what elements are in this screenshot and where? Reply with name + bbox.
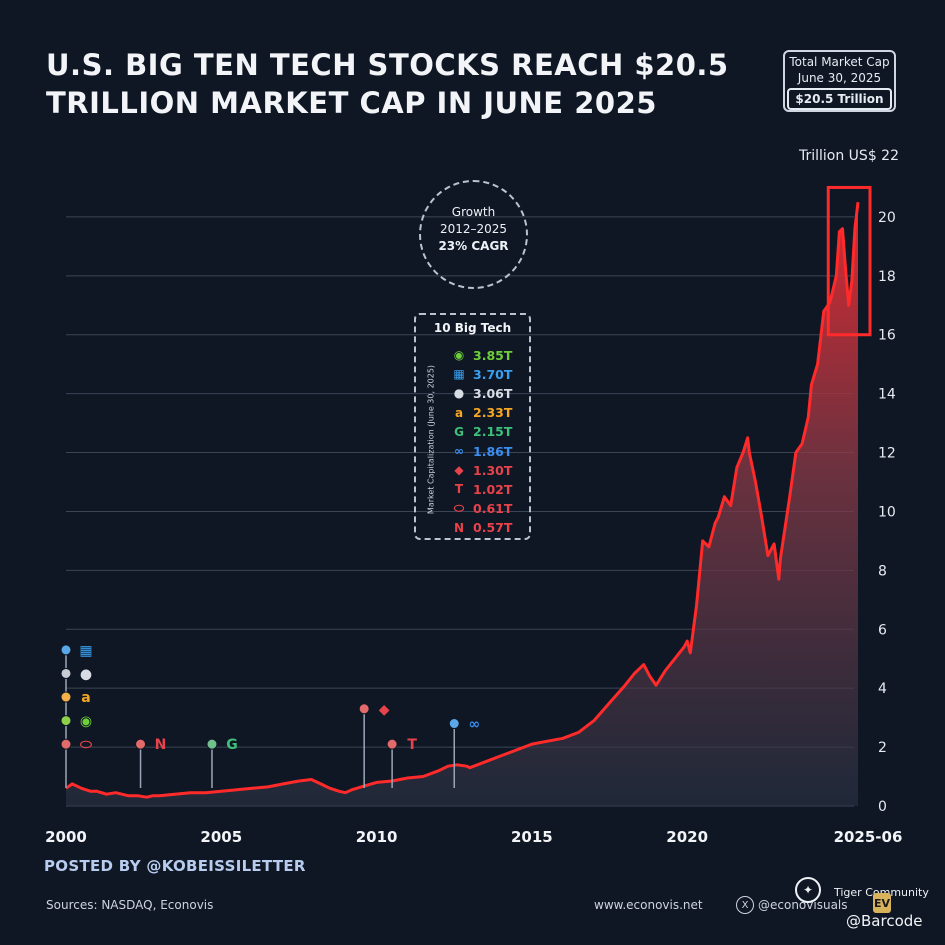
y-tick-label-12: 12: [878, 446, 896, 462]
legend-value-oracle: 0.61T: [473, 501, 513, 517]
market-cap-area: [66, 202, 858, 806]
meta-icon: ∞: [468, 717, 480, 733]
legend-value-netflix: 0.57T: [473, 520, 513, 536]
total-market-cap-box: Total Market Cap June 30, 2025 $20.5 Tri…: [783, 50, 896, 112]
entry-dot-microsoft: [60, 644, 72, 656]
oracle-icon: ⬭: [80, 737, 92, 753]
entry-dot-google: [206, 738, 218, 750]
y-tick-label-16: 16: [878, 328, 896, 344]
chart-title: U.S. BIG TEN TECH STOCKS REACH $20.5 TRI…: [46, 46, 746, 122]
legend-value-microsoft: 3.70T: [473, 366, 513, 382]
y-tick-label-18: 18: [878, 269, 896, 285]
amazon-icon: a: [454, 405, 464, 420]
total-market-cap-date: June 30, 2025: [797, 71, 882, 85]
nvidia-icon: ◉: [453, 348, 465, 362]
x-tick-label-2000: 2000: [45, 828, 87, 846]
meta-icon: ∞: [454, 444, 464, 458]
x-tick-label-2015: 2015: [511, 828, 553, 846]
legend-value-apple: 3.06T: [473, 385, 513, 401]
apple-icon: ●: [80, 666, 92, 682]
x-tick-label-2020: 2020: [666, 828, 708, 846]
econovis-logo: EV: [873, 893, 891, 913]
total-market-cap-value: $20.5 Trillion: [787, 88, 892, 110]
legend-value-tesla: 1.02T: [473, 481, 513, 497]
legend-value-google: 2.15T: [473, 424, 513, 440]
netflix-icon: N: [453, 520, 465, 535]
growth-cagr-annotation: Growth 2012–2025 23% CAGR: [419, 180, 528, 289]
entry-dot-broadcom: [358, 703, 370, 715]
y-tick-label-2: 2: [878, 740, 887, 756]
posted-by: POSTED BY @KOBEISSILETTER: [44, 857, 306, 875]
x-icon: X: [736, 896, 754, 914]
y-tick-label-14: 14: [878, 387, 896, 403]
legend-row-netflix: N 0.57T: [450, 518, 512, 538]
broadcom-icon: ◆: [454, 463, 464, 478]
legend-row-nvidia: ◉ 3.85T: [450, 345, 513, 365]
legend-value-broadcom: 1.30T: [473, 462, 513, 478]
y-tick-label-8: 8: [878, 563, 887, 579]
legend-title: 10 Big Tech: [433, 321, 512, 335]
oracle-icon: ⬭: [453, 501, 465, 516]
watermark-user: @Barcode: [846, 912, 923, 930]
entry-dot-oracle: [60, 738, 72, 750]
social-handle-text: @econovisuals: [758, 898, 848, 912]
entry-dot-amazon: [60, 691, 72, 703]
tesla-icon: T: [454, 482, 464, 497]
total-market-cap-label: Total Market Cap: [789, 55, 890, 69]
y-tick-label-20: 20: [878, 210, 896, 226]
legend-side-label: Market Capitalization (June 30, 2025): [426, 364, 436, 515]
y-tick-label-0: 0: [878, 799, 887, 815]
tesla-icon: T: [407, 737, 417, 753]
social-handle[interactable]: X @econovisuals: [736, 896, 848, 914]
y-tick-label-10: 10: [878, 504, 896, 520]
growth-cagr: 23% CAGR: [438, 239, 509, 253]
legend-row-microsoft: ▦ 3.70T: [450, 364, 512, 384]
legend-value-amazon: 2.33T: [473, 405, 513, 421]
microsoft-icon: ▦: [453, 367, 465, 382]
entry-dot-meta: [448, 718, 460, 730]
microsoft-icon: ▦: [79, 643, 92, 659]
y-tick-label-4: 4: [878, 681, 887, 697]
x-tick-label-2025-06: 2025-06: [834, 828, 903, 846]
nvidia-icon: ◉: [80, 714, 92, 730]
legend-row-oracle: ⬭ 0.61T: [450, 499, 513, 519]
y-tick-label-6: 6: [878, 622, 887, 638]
legend-row-broadcom: ◆ 1.30T: [450, 460, 512, 480]
legend-row-google: G 2.15T: [450, 422, 512, 442]
broadcom-icon: ◆: [379, 702, 390, 718]
legend-row-tesla: T 1.02T: [450, 479, 512, 499]
entry-dot-tesla: [386, 738, 398, 750]
netflix-icon: N: [155, 737, 167, 753]
recent-peak-highlight-box: [826, 185, 872, 337]
entry-dot-netflix: [135, 738, 147, 750]
growth-label: Growth: [451, 205, 496, 219]
sources-note: Sources: NASDAQ, Econovis: [46, 898, 214, 912]
legend-row-apple: ● 3.06T: [450, 383, 513, 403]
apple-icon: ●: [453, 386, 465, 401]
website-link[interactable]: www.econovis.net: [594, 898, 703, 912]
growth-period: 2012–2025: [439, 222, 508, 236]
chart-title-line-2: TRILLION MARKET CAP IN JUNE 2025: [46, 86, 657, 120]
big-tech-legend: 10 Big Tech Market Capitalization (June …: [414, 313, 531, 540]
y-axis-unit-label: Trillion US$ 22: [798, 148, 899, 164]
watermark-community: Tiger Community: [834, 886, 929, 899]
x-tick-label-2005: 2005: [200, 828, 242, 846]
legend-row-amazon: a 2.33T: [450, 403, 512, 423]
amazon-icon: a: [81, 690, 90, 706]
legend-row-meta: ∞ 1.86T: [450, 441, 512, 461]
entry-dot-nvidia: [60, 715, 72, 727]
entry-dot-apple: [60, 667, 72, 679]
legend-value-meta: 1.86T: [473, 443, 513, 459]
tiger-coin-icon: ✦: [795, 877, 821, 903]
google-icon: G: [226, 737, 238, 753]
market-cap-line: [65, 202, 860, 799]
chart-title-line-1: U.S. BIG TEN TECH STOCKS REACH $20.5: [46, 48, 729, 82]
x-tick-label-2010: 2010: [356, 828, 398, 846]
legend-value-nvidia: 3.85T: [473, 347, 513, 363]
google-icon: G: [454, 424, 464, 439]
